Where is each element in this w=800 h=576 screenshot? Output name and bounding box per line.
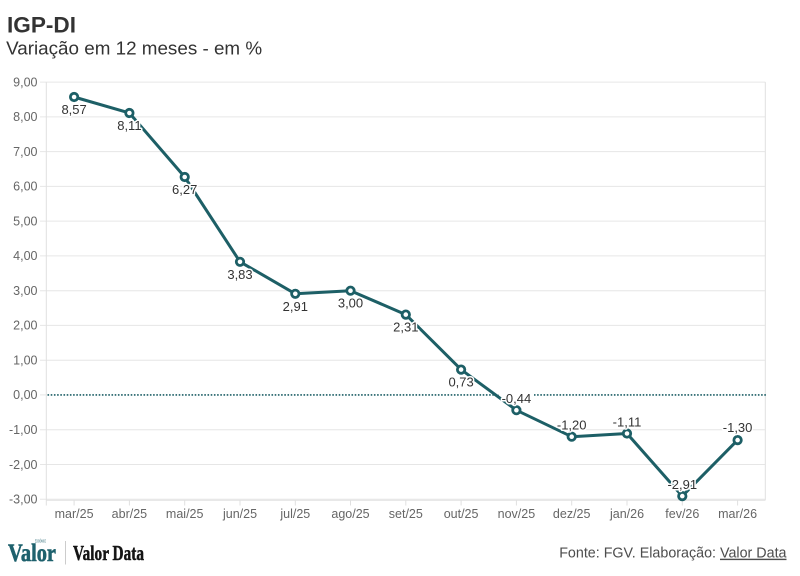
svg-text:-1,30: -1,30 — [723, 420, 753, 435]
svg-text:6,00: 6,00 — [13, 180, 37, 194]
svg-text:Fonte: FGV. Elaboração: Valor: Fonte: FGV. Elaboração: Valor Data — [559, 546, 786, 562]
svg-text:1,00: 1,00 — [13, 354, 37, 368]
svg-text:Valor Data: Valor Data — [73, 541, 144, 565]
svg-text:2,91: 2,91 — [283, 299, 308, 314]
svg-text:nov/25: nov/25 — [498, 507, 536, 521]
svg-text:-2,00: -2,00 — [9, 458, 38, 472]
svg-text:Variação em 12 meses - em %: Variação em 12 meses - em % — [6, 39, 262, 59]
svg-text:6,27: 6,27 — [172, 182, 197, 197]
svg-text:9,00: 9,00 — [13, 75, 37, 89]
svg-text:jan/26: jan/26 — [609, 507, 644, 521]
svg-text:dez/25: dez/25 — [553, 507, 591, 521]
svg-text:-1,20: -1,20 — [557, 418, 587, 433]
svg-text:jun/25: jun/25 — [222, 507, 257, 521]
svg-text:4,00: 4,00 — [13, 249, 37, 263]
svg-text:ECONÔMICO: ECONÔMICO — [35, 539, 46, 544]
svg-text:-1,11: -1,11 — [613, 415, 642, 430]
svg-text:8,00: 8,00 — [13, 110, 37, 124]
svg-text:8,57: 8,57 — [61, 102, 86, 117]
svg-text:mai/25: mai/25 — [166, 507, 204, 521]
svg-text:5,00: 5,00 — [13, 214, 37, 228]
svg-text:3,00: 3,00 — [13, 284, 37, 298]
svg-text:-3,00: -3,00 — [9, 493, 38, 507]
svg-text:8,11: 8,11 — [117, 118, 141, 133]
svg-text:3,83: 3,83 — [227, 267, 252, 282]
svg-text:fev/26: fev/26 — [665, 507, 699, 521]
svg-text:0,00: 0,00 — [13, 388, 37, 402]
svg-text:mar/26: mar/26 — [718, 507, 757, 521]
svg-text:7,00: 7,00 — [13, 145, 37, 159]
svg-text:-2,91: -2,91 — [667, 477, 697, 492]
svg-text:-1,00: -1,00 — [9, 423, 38, 437]
svg-text:0,73: 0,73 — [448, 375, 473, 390]
svg-text:ago/25: ago/25 — [331, 507, 369, 521]
svg-text:Valor: Valor — [8, 540, 56, 567]
svg-text:-0,44: -0,44 — [502, 391, 532, 406]
svg-text:set/25: set/25 — [389, 507, 423, 521]
svg-text:abr/25: abr/25 — [112, 507, 147, 521]
svg-text:jul/25: jul/25 — [279, 507, 310, 521]
svg-text:2,00: 2,00 — [13, 319, 37, 333]
svg-text:mar/25: mar/25 — [55, 507, 94, 521]
svg-text:3,00: 3,00 — [338, 296, 363, 311]
svg-text:IGP-DI: IGP-DI — [7, 13, 76, 38]
svg-text:2,31: 2,31 — [393, 320, 418, 335]
svg-text:out/25: out/25 — [444, 507, 479, 521]
